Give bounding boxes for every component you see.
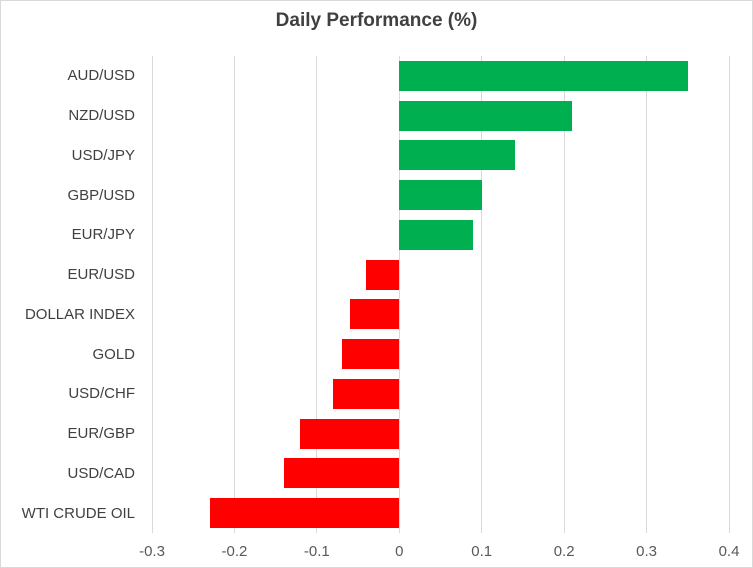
category-label: USD/CAD	[67, 464, 135, 482]
bar	[399, 140, 515, 171]
x-tick-label: 0.4	[718, 543, 740, 560]
chart-title: Daily Performance (%)	[275, 10, 478, 31]
bar	[341, 339, 400, 370]
x-tick-label: 0	[395, 543, 404, 560]
category-label: DOLLAR INDEX	[24, 305, 135, 323]
bar	[366, 259, 400, 290]
bar	[209, 498, 400, 529]
bar	[399, 100, 573, 131]
x-tick-label: -0.3	[139, 543, 165, 560]
bar	[283, 458, 400, 489]
bar	[300, 418, 400, 449]
gridline	[233, 56, 235, 533]
category-label: AUD/USD	[67, 67, 135, 85]
x-tick-label: -0.2	[221, 543, 248, 560]
bar	[333, 378, 400, 409]
gridline	[563, 56, 565, 533]
x-axis: -0.3 -0.2 -0.1 0 0.1 0.2 0.3 0.4	[1, 543, 752, 563]
category-label: USD/JPY	[71, 146, 135, 164]
category-label: NZD/USD	[68, 107, 135, 125]
x-tick-label: 0.1	[471, 543, 493, 560]
gridline	[316, 56, 318, 533]
category-label: GOLD	[92, 345, 135, 363]
plot-area	[151, 56, 730, 533]
category-label: GBP/USD	[67, 186, 135, 204]
category-label: EUR/GBP	[67, 425, 135, 443]
gridline	[646, 56, 648, 533]
x-tick-label: 0.3	[636, 543, 657, 560]
gridline	[481, 56, 483, 533]
category-axis: AUD/USD NZD/USD USD/JPY GBP/USD EUR/JPY EUR/U…	[9, 56, 135, 533]
bar	[399, 219, 474, 250]
category-label: USD/CHF	[68, 385, 135, 403]
gridline	[728, 56, 730, 533]
x-tick-label: 0.2	[553, 543, 575, 560]
zero-axis-gridline	[398, 56, 400, 533]
category-label: WTI CRUDE OIL	[21, 504, 135, 522]
category-label: EUR/JPY	[71, 226, 135, 244]
gridline	[151, 56, 153, 533]
category-label: EUR/USD	[67, 266, 135, 284]
bar	[399, 180, 482, 211]
bar	[399, 60, 688, 91]
x-tick-label: -0.1	[303, 543, 330, 560]
bar	[349, 299, 400, 330]
